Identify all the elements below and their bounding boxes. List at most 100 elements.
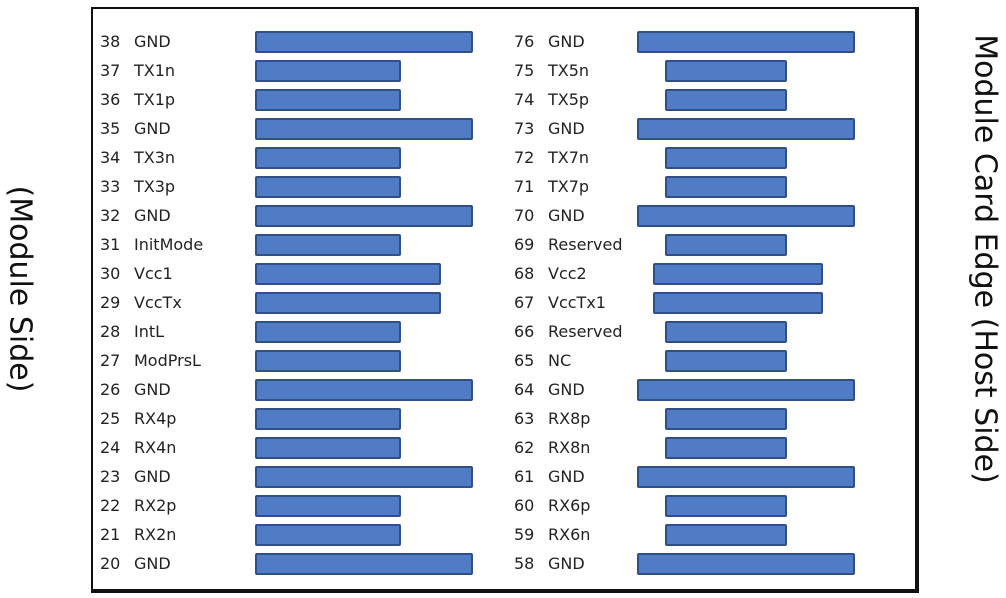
pin-number: 73	[514, 119, 535, 138]
contact-pad	[653, 263, 823, 285]
module-side-label: (Module Side)	[2, 185, 38, 393]
pin-number: 67	[514, 293, 535, 312]
pin-number: 68	[514, 264, 535, 283]
contact-pad	[255, 234, 401, 256]
contact-pad	[255, 437, 401, 459]
contact-pad	[255, 292, 441, 314]
pin-name: RX6p	[548, 496, 591, 515]
contact-pad	[255, 118, 473, 140]
contact-pad	[637, 118, 855, 140]
contact-pad	[665, 147, 787, 169]
contact-pad	[665, 408, 787, 430]
contact-pad	[637, 205, 855, 227]
pin-name: GND	[548, 554, 585, 573]
pin-name: Reserved	[548, 235, 623, 254]
contact-pad	[637, 553, 855, 575]
pin-number: 22	[100, 496, 121, 515]
contact-pad	[255, 205, 473, 227]
pin-number: 65	[514, 351, 535, 370]
pin-name: RX6n	[548, 525, 591, 544]
pin-name: GND	[134, 206, 171, 225]
contact-pad	[255, 466, 473, 488]
pin-number: 75	[514, 61, 535, 80]
pin-name: NC	[548, 351, 572, 370]
pin-name: GND	[548, 206, 585, 225]
pin-name: Vcc2	[548, 264, 587, 283]
pin-name: ModPrsL	[134, 351, 201, 370]
pin-number: 32	[100, 206, 121, 225]
pin-number: 35	[100, 119, 121, 138]
pin-number: 71	[514, 177, 535, 196]
contact-pad	[255, 553, 473, 575]
pin-name: GND	[134, 467, 171, 486]
pin-number: 69	[514, 235, 535, 254]
contact-pad	[255, 31, 473, 53]
pin-number: 76	[514, 32, 535, 51]
contact-pad	[637, 466, 855, 488]
pin-name: GND	[548, 119, 585, 138]
pin-name: RX2p	[134, 496, 177, 515]
pin-name: TX7n	[548, 148, 590, 167]
pin-number: 63	[514, 409, 535, 428]
pin-number: 33	[100, 177, 121, 196]
pin-number: 74	[514, 90, 535, 109]
pin-number: 27	[100, 351, 121, 370]
contact-pad	[255, 495, 401, 517]
pin-number: 59	[514, 525, 535, 544]
pin-name: TX5n	[548, 61, 590, 80]
contact-pad	[637, 31, 855, 53]
pin-name: GND	[134, 119, 171, 138]
pin-number: 66	[514, 322, 535, 341]
contact-pad	[255, 524, 401, 546]
pin-name: RX2n	[134, 525, 177, 544]
pin-name: GND	[134, 554, 171, 573]
pin-name: RX8n	[548, 438, 591, 457]
pin-number: 24	[100, 438, 121, 457]
pin-number: 23	[100, 467, 121, 486]
pin-name: RX4p	[134, 409, 177, 428]
pin-name: TX5p	[548, 90, 590, 109]
contact-pad	[255, 321, 401, 343]
pin-number: 30	[100, 264, 121, 283]
pin-name: TX1p	[134, 90, 176, 109]
pin-number: 70	[514, 206, 535, 225]
contact-pad	[637, 379, 855, 401]
pin-name: RX4n	[134, 438, 177, 457]
pin-number: 25	[100, 409, 121, 428]
pin-name: GND	[134, 380, 171, 399]
pin-name: GND	[548, 380, 585, 399]
contact-pad	[255, 60, 401, 82]
contact-pad	[665, 495, 787, 517]
contact-pad	[255, 350, 401, 372]
pin-number: 26	[100, 380, 121, 399]
contact-pad	[255, 147, 401, 169]
pin-number: 28	[100, 322, 121, 341]
pin-number: 21	[100, 525, 121, 544]
pin-number: 29	[100, 293, 121, 312]
pin-name: GND	[134, 32, 171, 51]
contact-pad	[255, 379, 473, 401]
pin-name: IntL	[134, 322, 165, 341]
pin-number: 38	[100, 32, 121, 51]
contact-pad	[665, 60, 787, 82]
contact-pad	[255, 408, 401, 430]
contact-pad	[665, 350, 787, 372]
contact-pad	[255, 89, 401, 111]
contact-pad	[255, 263, 441, 285]
contact-pad	[665, 89, 787, 111]
contact-pad	[255, 176, 401, 198]
pin-number: 37	[100, 61, 121, 80]
pin-number: 62	[514, 438, 535, 457]
contact-pad	[665, 234, 787, 256]
pin-number: 34	[100, 148, 121, 167]
pin-number: 31	[100, 235, 121, 254]
connector-outline	[91, 7, 919, 593]
contact-pad	[665, 437, 787, 459]
pin-name: GND	[548, 32, 585, 51]
pin-name: TX1n	[134, 61, 176, 80]
contact-pad	[665, 176, 787, 198]
pin-name: Reserved	[548, 322, 623, 341]
pin-number: 64	[514, 380, 535, 399]
pin-number: 58	[514, 554, 535, 573]
pin-number: 36	[100, 90, 121, 109]
